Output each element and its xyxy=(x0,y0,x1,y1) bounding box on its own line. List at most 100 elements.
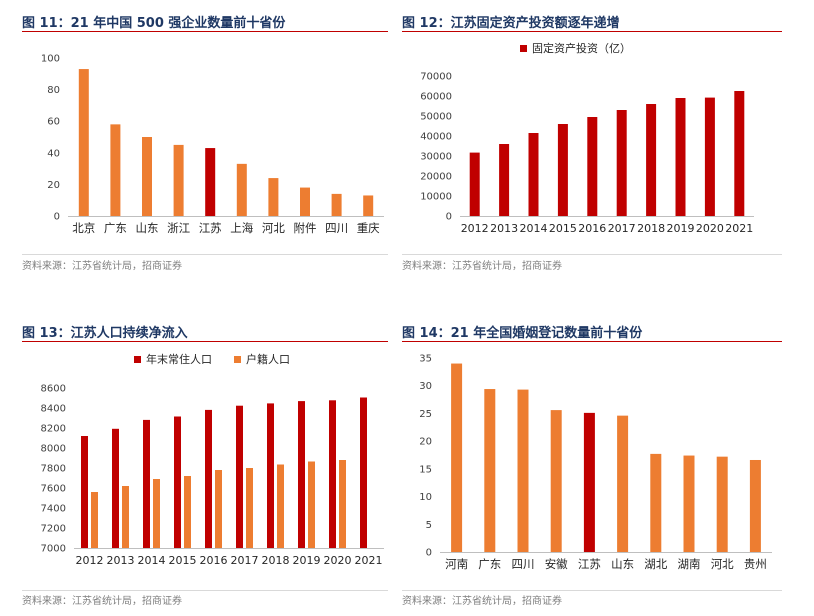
x-tick-label-9: 2021 xyxy=(725,222,753,235)
x-tick-label-7: 湖南 xyxy=(678,557,701,571)
y-tick-label-3: 15 xyxy=(419,464,432,475)
bar-s1-8 xyxy=(339,460,346,548)
legend-swatch-0 xyxy=(134,356,141,363)
bar-s0-1 xyxy=(112,428,119,548)
y-tick-label-3: 60 xyxy=(47,117,60,128)
source-note-3: 资料来源：江苏省统计局，招商证券 xyxy=(22,596,182,607)
source-note-4: 资料来源：江苏省统计局，招商证券 xyxy=(402,596,562,607)
title-rule-4 xyxy=(402,341,782,342)
x-tick-label-5: 2017 xyxy=(608,222,636,235)
bar-s0-8 xyxy=(329,400,336,548)
bar-5 xyxy=(617,415,629,552)
y-tick-label-6: 30 xyxy=(419,381,432,392)
x-tick-label-6: 2018 xyxy=(637,222,665,235)
x-tick-label-1: 2013 xyxy=(107,554,135,567)
x-tick-label-5: 上海 xyxy=(230,221,253,235)
x-tick-label-4: 江苏 xyxy=(199,221,222,235)
x-tick-label-6: 湖北 xyxy=(644,557,667,571)
title-rule-3 xyxy=(22,341,388,342)
x-tick-label-2: 2014 xyxy=(138,554,166,567)
bar-7 xyxy=(300,187,310,216)
bar-3 xyxy=(550,410,562,552)
y-tick-label-4: 7800 xyxy=(41,464,66,475)
bar-s0-3 xyxy=(557,124,568,216)
x-tick-label-8: 河北 xyxy=(711,557,734,571)
bar-s1-2 xyxy=(153,479,160,548)
chart-4: 0 5 10 15 20 25 30 35 河南 广东 四川 安徽 江苏 山东 湖北 湖南 河北 贵州 xyxy=(419,354,772,571)
bar-s0-5 xyxy=(236,405,243,548)
x-tick-label-3: 2015 xyxy=(549,222,577,235)
y-tick-label-2: 7400 xyxy=(41,504,66,515)
y-tick-label-6: 60000 xyxy=(420,92,452,103)
x-tick-label-4: 2016 xyxy=(200,554,228,567)
legend-swatch-0 xyxy=(520,45,527,52)
x-tick-label-7: 2019 xyxy=(667,222,695,235)
x-tick-label-7: 附件 xyxy=(294,221,317,235)
y-tick-label-5: 50000 xyxy=(420,112,452,123)
bar-s0-0 xyxy=(469,152,480,216)
bar-9 xyxy=(749,459,761,552)
bar-6 xyxy=(268,178,279,216)
bar-s1-1 xyxy=(122,486,129,548)
x-tick-label-1: 广东 xyxy=(478,557,501,571)
y-tick-label-7: 35 xyxy=(419,354,432,365)
x-tick-label-3: 安徽 xyxy=(545,557,568,571)
y-tick-label-1: 7200 xyxy=(41,524,66,535)
x-tick-label-4: 2016 xyxy=(578,222,606,235)
bar-s1-4 xyxy=(215,470,222,548)
bar-7 xyxy=(683,455,695,552)
x-tick-label-9: 2021 xyxy=(355,554,383,567)
y-tick-label-7: 8400 xyxy=(41,404,66,415)
x-tick-label-6: 河北 xyxy=(262,221,285,235)
x-tick-label-2: 四川 xyxy=(512,557,535,571)
y-tick-label-4: 20 xyxy=(419,437,432,448)
bar-8 xyxy=(716,456,728,552)
chart-1: 0 20 40 60 80 100 北京 广东 山东 浙江 江苏 上海 河北 附件 四川 重庆 xyxy=(41,54,384,235)
legend-swatch-1 xyxy=(234,356,241,363)
y-tick-label-0: 0 xyxy=(446,212,452,223)
y-tick-label-2: 20000 xyxy=(420,172,452,183)
legend-label-0: 固定资产投资（亿） xyxy=(532,41,631,55)
x-tick-label-2: 山东 xyxy=(136,221,159,235)
x-tick-label-1: 广东 xyxy=(104,221,127,235)
x-tick-label-0: 2012 xyxy=(461,222,489,235)
x-tick-label-3: 2015 xyxy=(169,554,197,567)
legend-label-0: 年末常住人口 xyxy=(146,352,212,366)
bar-s0-6 xyxy=(646,104,657,216)
y-tick-label-2: 10 xyxy=(419,492,432,503)
bar-s0-2 xyxy=(528,133,539,216)
x-tick-label-8: 2020 xyxy=(696,222,724,235)
title-rule-2 xyxy=(402,31,782,32)
bar-4 xyxy=(583,412,595,552)
y-tick-label-4: 80 xyxy=(47,85,60,96)
x-tick-label-8: 2020 xyxy=(324,554,352,567)
source-rule-3 xyxy=(22,590,388,591)
y-tick-label-5: 8000 xyxy=(41,444,66,455)
source-note-1: 资料来源：江苏省统计局，招商证券 xyxy=(22,261,182,272)
bar-s0-8 xyxy=(704,97,715,216)
bar-s1-3 xyxy=(184,476,191,548)
bar-s1-0 xyxy=(91,492,98,548)
y-tick-label-2: 40 xyxy=(47,148,60,159)
x-tick-label-7: 2019 xyxy=(293,554,321,567)
y-tick-label-0: 7000 xyxy=(41,544,66,555)
bar-5 xyxy=(236,163,247,216)
chart-3: 7000 7200 7400 7600 7800 8000 8200 8400 8600 2012… xyxy=(41,352,384,567)
bar-3 xyxy=(173,144,184,216)
source-rule-2 xyxy=(402,254,782,255)
bar-s1-7 xyxy=(308,461,315,548)
bar-s0-4 xyxy=(587,117,598,216)
y-tick-label-3: 30000 xyxy=(420,152,452,163)
source-rule-1 xyxy=(22,254,388,255)
bar-s0-6 xyxy=(267,403,274,548)
y-tick-label-3: 7600 xyxy=(41,484,66,495)
bar-2 xyxy=(142,137,152,216)
bar-0 xyxy=(451,363,463,552)
y-tick-label-1: 5 xyxy=(426,520,432,531)
x-tick-label-1: 2013 xyxy=(490,222,518,235)
x-tick-label-9: 贵州 xyxy=(744,557,767,571)
chart-title-2: 图 12：江苏固定资产投资额逐年递增 xyxy=(402,16,620,31)
legend-label-1: 户籍人口 xyxy=(246,352,290,366)
bar-6 xyxy=(650,453,662,552)
bar-s0-7 xyxy=(298,401,305,548)
